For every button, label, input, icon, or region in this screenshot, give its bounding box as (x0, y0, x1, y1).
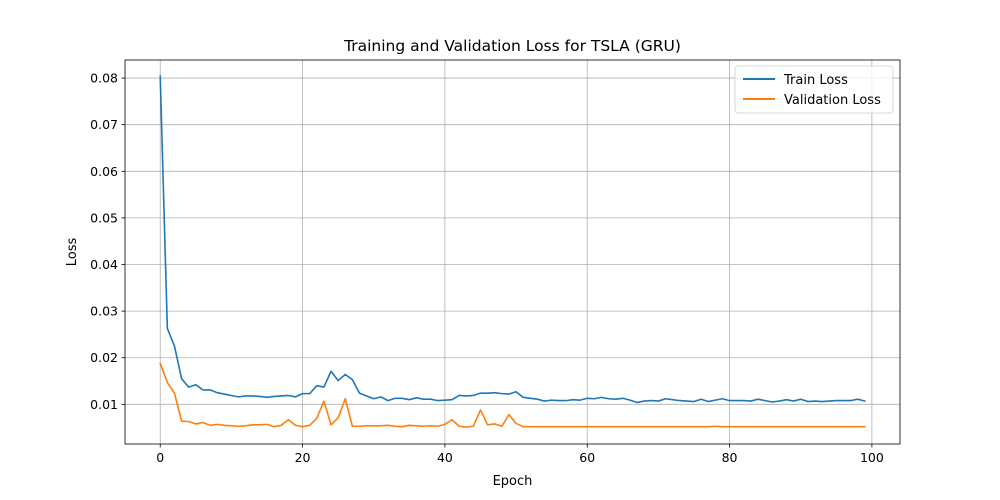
x-tick-label: 60 (579, 450, 595, 465)
series-line-validation-loss (159, 362, 866, 428)
x-axis-label: Epoch (493, 474, 533, 489)
series-lines (159, 75, 866, 428)
y-tick-label: 0.05 (90, 210, 118, 225)
y-tick-label: 0.06 (90, 164, 118, 179)
x-tick-label: 80 (722, 450, 738, 465)
y-tick-label: 0.02 (90, 350, 118, 365)
x-tick-label: 100 (860, 450, 884, 465)
legend-label-train-loss: Train Loss (783, 73, 848, 88)
series-line-train-loss (159, 75, 866, 404)
legend-box (734, 65, 894, 114)
legend: Train Loss Validation Loss (734, 65, 894, 114)
y-tick-label: 0.04 (90, 257, 118, 272)
y-tick-label: 0.01 (90, 397, 118, 412)
x-tick-label: 40 (437, 450, 453, 465)
y-tick-label: 0.07 (90, 117, 118, 132)
legend-label-validation-loss: Validation Loss (784, 93, 881, 108)
plot-area-frame (124, 59, 901, 445)
y-axis: 0.01 0.02 0.03 0.04 0.05 0.06 0.07 0.08 (90, 71, 125, 412)
y-axis-label: Loss (65, 238, 80, 267)
chart-title: Training and Validation Loss for TSLA (G… (343, 37, 681, 55)
grid (125, 60, 900, 444)
x-tick-label: 0 (156, 450, 164, 465)
x-tick-label: 20 (295, 450, 311, 465)
y-tick-label: 0.03 (90, 304, 118, 319)
y-tick-label: 0.08 (90, 71, 118, 86)
x-axis: 0 20 40 60 80 100 (156, 444, 884, 465)
